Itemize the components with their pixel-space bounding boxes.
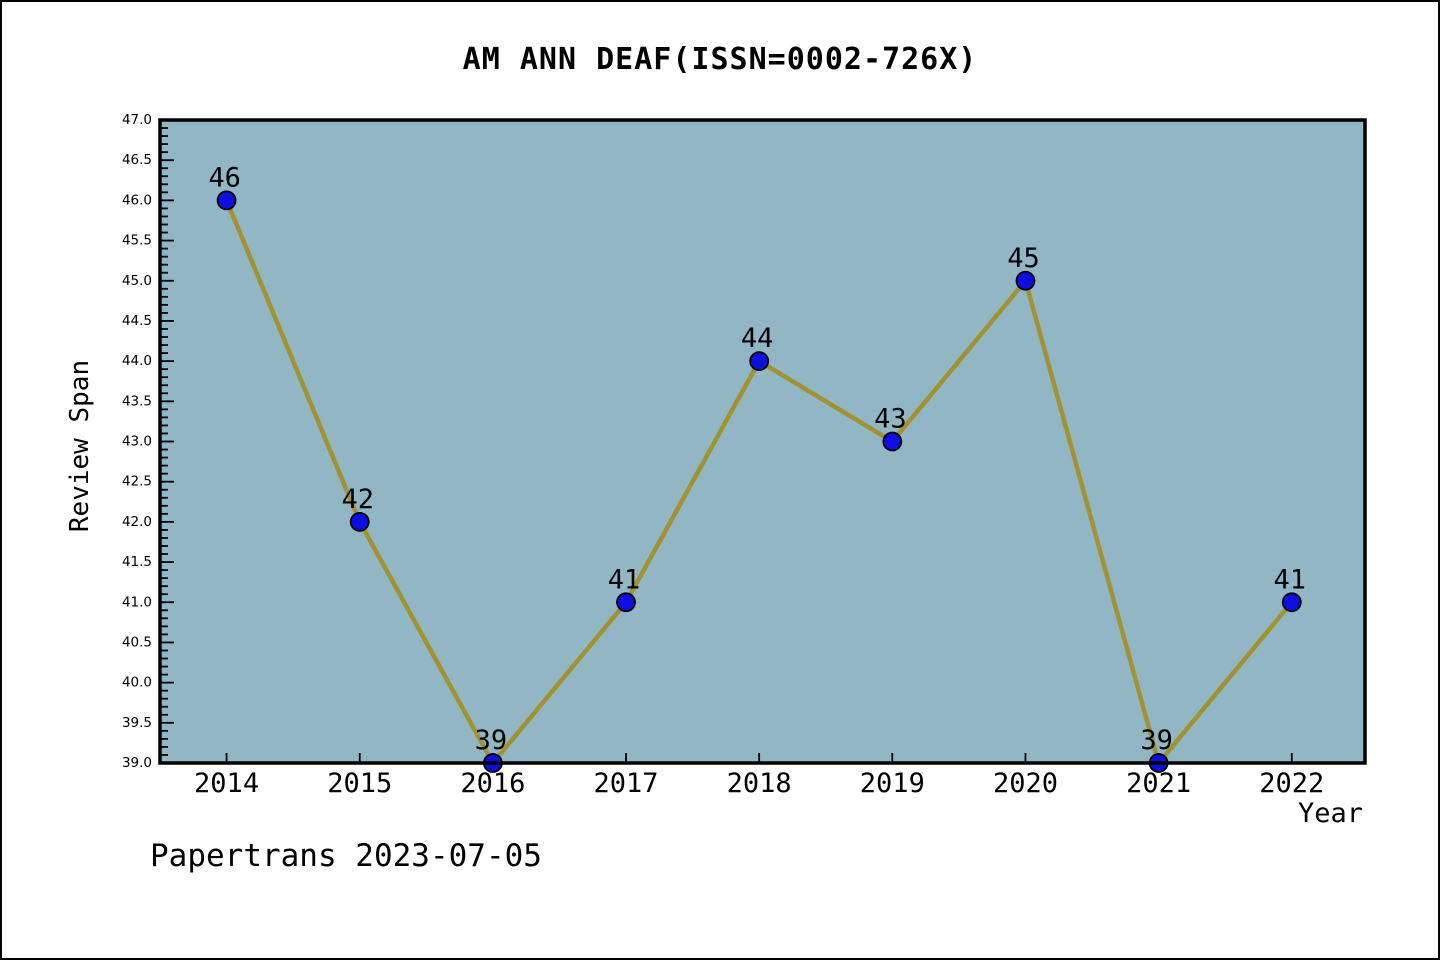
data-point [882,431,903,452]
chart-title: AM ANN DEAF(ISSN=0002-726X) [462,42,978,77]
plot-area [160,120,1365,763]
y-axis-tick-label: 47.0 [122,112,152,128]
y-axis-tick-label: 46.5 [122,152,152,168]
data-point-label: 41 [1274,564,1307,595]
x-axis-tick-label: 2018 [727,768,792,799]
x-axis-tick-label: 2020 [993,768,1058,799]
y-axis-tick-label: 40.0 [122,675,152,691]
watermark-footer: Papertrans 2023-07-05 [150,838,542,874]
x-axis-tick-label: 2022 [1259,768,1324,799]
data-point-label: 46 [208,162,241,193]
y-axis-tick-label: 39.5 [122,715,152,731]
data-point [1015,270,1036,291]
y-axis-tick-label: 39.0 [122,755,152,771]
y-axis-tick-label: 44.5 [122,313,152,329]
x-axis-tick-label: 2017 [594,768,659,799]
data-point [616,592,636,613]
data-point [1281,592,1302,613]
y-axis-tick-label: 44.0 [122,353,152,369]
y-axis-title: Review Span [65,359,95,533]
x-axis-tick-label: 2014 [194,768,259,799]
data-point-label: 42 [341,484,374,515]
data-point [749,351,770,372]
y-axis-tick-label: 42.0 [122,514,152,530]
y-axis-tick-label: 46.0 [122,192,152,208]
data-point-label: 45 [1007,243,1040,274]
data-point [216,190,237,211]
data-point-label: 39 [475,725,508,756]
data-point-label: 41 [608,564,641,595]
y-axis-tick-label: 45.0 [122,273,152,289]
data-point-label: 44 [741,323,774,354]
x-axis-tick-label: 2015 [327,768,392,799]
data-point [349,511,370,532]
x-axis-tick-label: 2021 [1126,768,1191,799]
x-axis-tick-label: 2016 [460,768,525,799]
plot-frame [158,118,1367,765]
y-axis-tick-label: 43.0 [122,434,152,450]
y-axis-tick-label: 40.5 [122,634,152,650]
x-axis-title: Year [1298,798,1364,829]
data-point-label: 43 [874,404,907,435]
data-point-label: 39 [1140,725,1173,756]
y-axis-tick-label: 41.5 [122,554,152,570]
y-axis-tick-label: 41.0 [122,594,152,610]
y-axis-tick-label: 45.5 [122,233,152,249]
y-axis-tick-label: 42.5 [122,474,152,490]
x-axis-tick-label: 2019 [860,768,925,799]
y-axis-tick-label: 43.5 [122,393,152,409]
